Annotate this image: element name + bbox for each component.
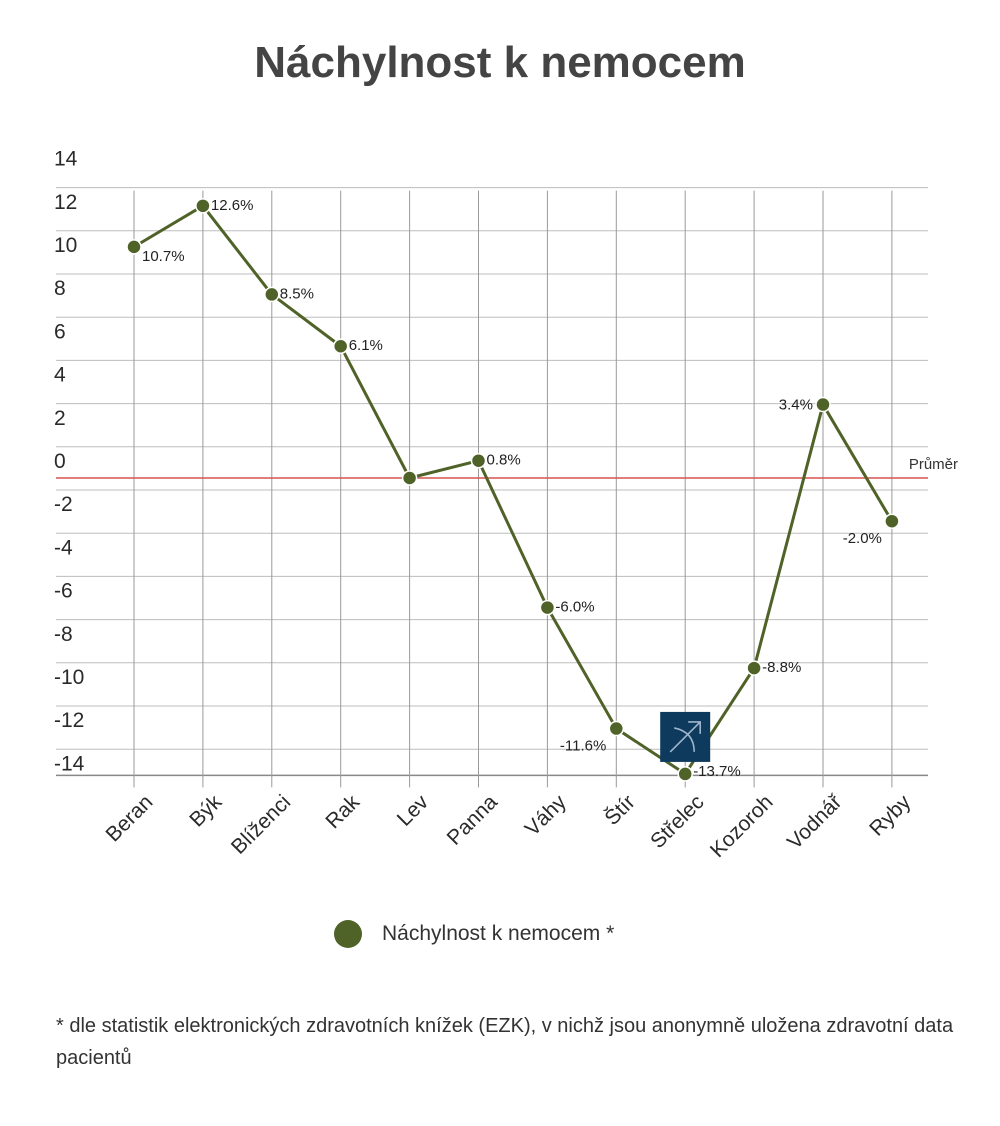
x-tick-label: Vodnář xyxy=(783,790,847,854)
data-point xyxy=(815,396,831,413)
footnote: * dle statistik elektronických zdravotní… xyxy=(56,1015,954,1069)
data-label: 3.4% xyxy=(779,397,813,414)
data-point xyxy=(470,452,487,469)
data-point xyxy=(126,239,142,255)
y-tick-label: 0 xyxy=(54,450,66,473)
grid xyxy=(56,187,928,788)
y-tick-label: -4 xyxy=(54,536,73,559)
data-point xyxy=(264,286,280,303)
x-tick-label: Beran xyxy=(102,791,158,847)
y-tick-label: -6 xyxy=(54,580,73,603)
data-point xyxy=(677,766,693,782)
series-line xyxy=(133,204,894,776)
x-tick-label: Lev xyxy=(393,790,434,831)
data-point xyxy=(539,599,556,616)
x-axis-ticks: Beran Býk Blíženci Rak Lev Panna Váhy Štír Střel… xyxy=(102,790,916,862)
legend-label: Náchylnost k nemocem * xyxy=(382,922,615,945)
data-label: -8.8% xyxy=(762,659,801,676)
x-tick-label: Váhy xyxy=(521,790,571,840)
sagittarius-archer-icon xyxy=(660,711,711,762)
data-labels: 10.7% 12.6% 8.5% 6.1% 0.8% -6.0% -11.6% -13.7% -… xyxy=(142,197,882,780)
y-tick-label: -10 xyxy=(54,666,84,689)
x-tick-label: Kozoroh xyxy=(706,791,778,863)
data-label: 0.8% xyxy=(487,452,521,469)
y-tick-label: 6 xyxy=(54,320,66,343)
x-tick-label: Rak xyxy=(321,790,364,833)
data-point xyxy=(332,338,349,354)
data-points xyxy=(126,198,900,782)
x-tick-label: Blíženci xyxy=(227,791,295,859)
y-tick-label: -12 xyxy=(54,709,84,732)
y-tick-label: 12 xyxy=(54,191,77,214)
y-axis-ticks: 14 12 10 8 6 4 2 0 -2 -4 -6 -8 -10 -12 -14 xyxy=(54,148,85,776)
chart-title: Náchylnost k nemocem xyxy=(254,38,746,87)
series-path xyxy=(133,204,894,776)
data-label: -13.7% xyxy=(693,763,741,780)
x-tick-label: Střelec xyxy=(646,791,708,853)
legend-marker xyxy=(334,920,362,948)
data-point xyxy=(401,470,418,486)
data-label: -2.0% xyxy=(843,530,882,547)
data-label: -6.0% xyxy=(555,599,594,616)
data-label: 12.6% xyxy=(211,197,254,214)
y-tick-label: 14 xyxy=(54,148,78,171)
data-point xyxy=(195,198,211,214)
archer-glyph xyxy=(669,721,701,753)
line-chart: 14 12 10 8 6 4 2 0 -2 -4 -6 -8 -10 -12 -14 Beran Býk Blí… xyxy=(54,148,958,863)
y-tick-label: 2 xyxy=(54,407,66,430)
y-tick-label: 4 xyxy=(54,364,66,387)
x-tick-label: Štír xyxy=(600,791,639,830)
data-point xyxy=(884,513,900,529)
data-point xyxy=(746,660,762,676)
average-line-label: Průměr xyxy=(909,456,958,473)
data-label: -11.6% xyxy=(560,738,606,755)
y-tick-label: -8 xyxy=(54,623,73,646)
y-tick-label: -14 xyxy=(54,752,85,775)
y-tick-label: 10 xyxy=(54,234,77,257)
x-tick-label: Ryby xyxy=(865,790,915,840)
x-tick-label: Panna xyxy=(443,790,502,849)
legend[interactable]: Náchylnost k nemocem * xyxy=(334,918,614,950)
x-tick-label: Býk xyxy=(185,790,226,831)
data-label: 10.7% xyxy=(142,248,185,265)
data-label: 6.1% xyxy=(349,337,383,354)
average-reference-line: Průměr xyxy=(56,456,958,479)
data-label: 8.5% xyxy=(280,285,314,302)
data-point xyxy=(608,720,625,737)
y-tick-label: 8 xyxy=(54,277,66,300)
y-tick-label: -2 xyxy=(54,493,73,516)
